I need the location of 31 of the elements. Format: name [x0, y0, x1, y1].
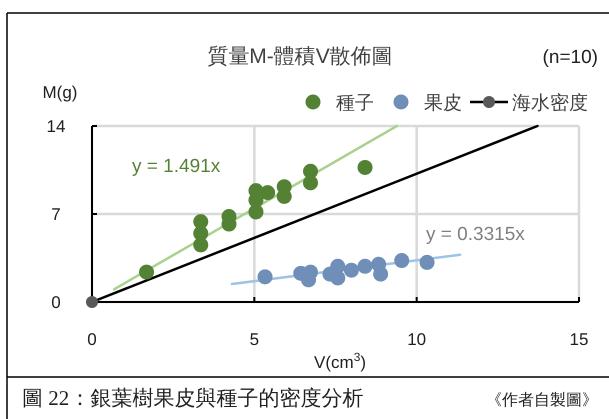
- legend-label: 海水密度: [512, 92, 588, 114]
- point: [344, 262, 359, 278]
- point: [330, 270, 346, 286]
- x-tick-label: 0: [87, 330, 97, 349]
- x-tick-label: 5: [250, 330, 260, 349]
- text: (n=10): [542, 47, 598, 68]
- point: [193, 237, 208, 252]
- point: [303, 175, 318, 190]
- legend-label: 種子: [336, 93, 374, 114]
- point: [373, 266, 388, 282]
- point: [358, 160, 373, 175]
- y-tick-label: 7: [51, 205, 61, 224]
- point: [420, 254, 435, 270]
- point: [394, 253, 410, 268]
- annotation: y = 0.3315x: [426, 224, 526, 245]
- point: [358, 258, 373, 274]
- y-axis-title: M(g): [42, 83, 78, 102]
- annotation: y = 1.491x: [132, 156, 221, 177]
- point: [258, 269, 273, 284]
- x-tick-label: 10: [407, 330, 426, 349]
- y-tick-label: 0: [51, 293, 61, 312]
- x-tick-label: 15: [570, 330, 588, 349]
- x-axis-title: V(cm$^{3}$): [314, 350, 366, 372]
- legend-label: 果皮: [424, 93, 462, 114]
- text: 《作者自製圖》: [486, 391, 598, 409]
- point: [139, 264, 154, 280]
- point: [260, 185, 276, 200]
- chart-title: 質量M-體積V散佈圖: [207, 45, 393, 68]
- caption: 圖 22：銀葉樹果皮與種子的密度分析: [22, 386, 364, 410]
- point: [248, 204, 264, 220]
- y-tick-label: 14: [46, 117, 66, 136]
